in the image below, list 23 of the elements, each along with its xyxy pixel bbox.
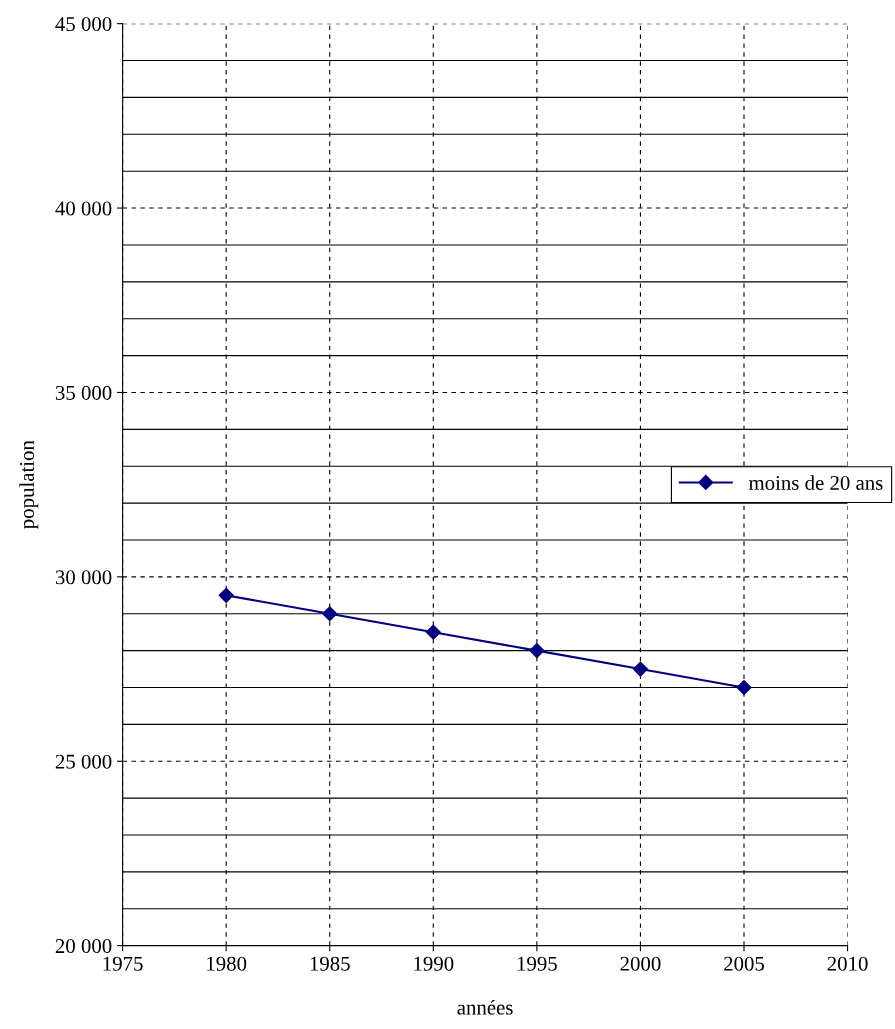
point (632, 661, 649, 677)
x-tick-label: 1990 (414, 956, 454, 971)
x-axis-title: années (457, 999, 513, 1015)
x-tick-label: 2005 (724, 956, 765, 971)
legend-label: moins de 20 ans (748, 475, 883, 490)
point (736, 679, 752, 696)
y-tick-label: 35 000 (55, 385, 112, 400)
y-tick-label: 40 000 (55, 201, 112, 216)
x-tick-label: 1975 (103, 956, 143, 971)
point (322, 606, 338, 622)
point (218, 587, 234, 603)
y-tick-label: 20 000 (55, 939, 112, 954)
point (529, 643, 545, 659)
y-tick-label: 25 000 (55, 754, 112, 769)
point (425, 624, 441, 640)
y-tick-label: 45 000 (55, 17, 112, 32)
x-tick-label: 1995 (517, 956, 557, 971)
y-tick-label: 30 000 (55, 570, 112, 585)
y-axis-title: population (19, 440, 39, 529)
x-tick-label: 1985 (310, 956, 350, 971)
x-tick-label: 2000 (620, 956, 661, 971)
x-tick-label: 2010 (827, 956, 868, 971)
x-tick-label: 1980 (207, 956, 247, 971)
